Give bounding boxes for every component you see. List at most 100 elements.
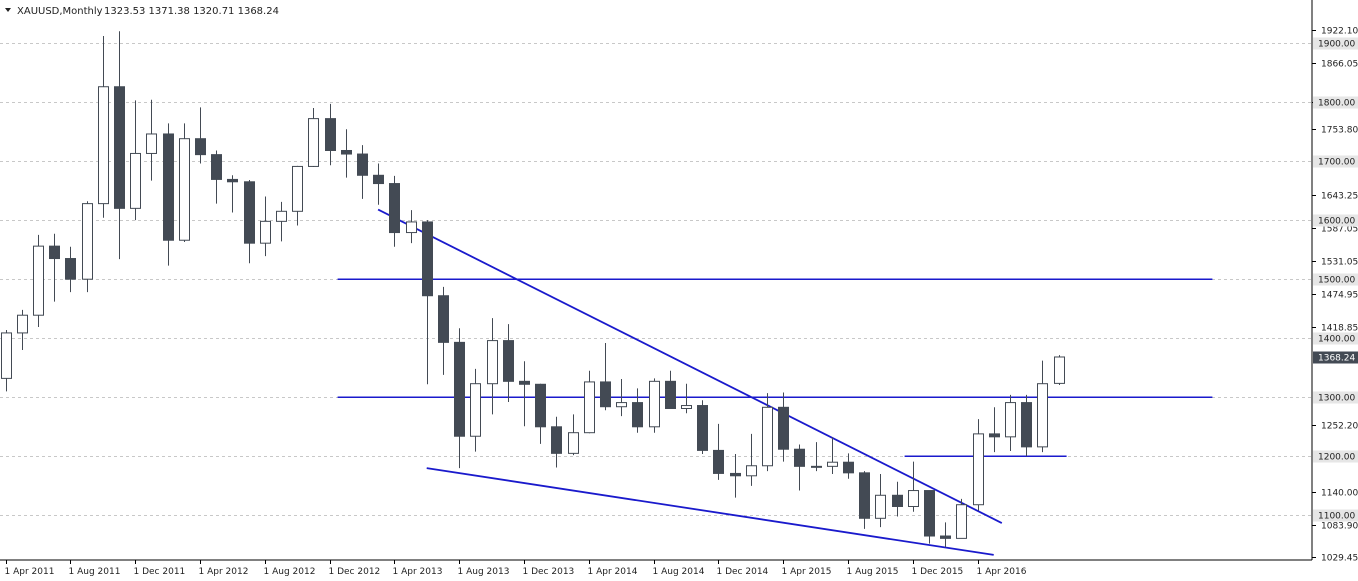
- level-tag-label: 1200.00: [1318, 453, 1355, 463]
- level-tag-label: 1900.00: [1318, 40, 1355, 50]
- level-tag-label: 1100.00: [1318, 512, 1355, 522]
- candle: [357, 145, 368, 199]
- candle-body: [98, 86, 109, 205]
- candle-body: [973, 433, 984, 506]
- level-tag: [1313, 450, 1358, 463]
- time-tick-label: 1 Aug 2015: [847, 567, 899, 577]
- candle: [551, 416, 562, 468]
- candle-body: [422, 221, 433, 297]
- candle: [325, 103, 336, 166]
- candle: [827, 437, 838, 475]
- candle-body: [1037, 383, 1048, 448]
- price-tick-label: 1418.85: [1321, 324, 1358, 334]
- level-tag-label: 1600.00: [1318, 217, 1355, 227]
- candle-body: [794, 448, 805, 467]
- candle-body: [146, 133, 157, 154]
- candle-body: [1005, 402, 1016, 438]
- candle-body: [568, 432, 579, 454]
- price-tick-label: 1643.25: [1321, 192, 1358, 202]
- candle: [49, 233, 60, 302]
- candle-body: [1021, 402, 1032, 448]
- price-tick-label: 1587.05: [1321, 225, 1358, 235]
- candle-body: [924, 490, 935, 537]
- candle: [811, 442, 822, 472]
- candle: [616, 378, 627, 417]
- trendline-lower: [426, 467, 994, 556]
- candle: [470, 368, 481, 452]
- candle-body: [308, 118, 319, 167]
- candle: [762, 393, 773, 472]
- candle-body: [227, 178, 238, 183]
- price-tick-label: 1753.80: [1321, 126, 1358, 136]
- candle: [875, 474, 886, 528]
- time-tick-label: 1 Apr 2014: [588, 567, 638, 577]
- time-tick-label: 1 Apr 2012: [199, 567, 249, 577]
- candle-body: [438, 295, 449, 343]
- candle: [1021, 394, 1032, 457]
- candle-body: [503, 340, 514, 382]
- candle: [114, 31, 125, 260]
- candle: [260, 196, 271, 257]
- candle-body: [17, 314, 28, 334]
- candle: [1054, 355, 1065, 386]
- horizontal-levels: [337, 278, 1213, 458]
- time-tick-label: 1 Dec 2015: [912, 567, 964, 577]
- candle: [584, 370, 595, 434]
- level-tag-label: 1400.00: [1318, 335, 1355, 345]
- candle: [227, 175, 238, 213]
- level-tag: [1313, 214, 1358, 227]
- time-tick-label: 1 Dec 2014: [717, 567, 769, 577]
- candle-body: [33, 245, 44, 316]
- candle-body: [292, 165, 303, 212]
- candle-body: [665, 380, 676, 409]
- time-tick-label: 1 Apr 2015: [782, 567, 832, 577]
- candle-body: [697, 405, 708, 451]
- candle: [859, 471, 870, 529]
- candle-body: [179, 138, 190, 241]
- candle-body: [811, 465, 822, 468]
- candle-body: [616, 402, 627, 408]
- candle: [892, 481, 903, 517]
- candle: [746, 433, 757, 486]
- candle: [843, 453, 854, 479]
- candle-body: [65, 258, 76, 280]
- candle-body: [584, 381, 595, 434]
- triangle-down-icon[interactable]: [5, 8, 11, 12]
- current-price-tag: [1313, 351, 1358, 364]
- candle: [730, 453, 741, 498]
- candle: [17, 309, 28, 351]
- candle: [179, 123, 190, 243]
- candle-body: [956, 504, 967, 539]
- candle-body: [746, 465, 757, 477]
- candle: [956, 498, 967, 539]
- level-tag-label: 1700.00: [1318, 158, 1355, 168]
- candle: [211, 150, 222, 204]
- candle: [535, 383, 546, 444]
- candles: [1, 31, 1065, 548]
- candle: [632, 388, 643, 433]
- candle: [665, 370, 676, 409]
- candle: [713, 423, 724, 480]
- candle: [1, 329, 12, 392]
- candle: [389, 175, 400, 247]
- candle-body: [49, 245, 60, 260]
- candle: [373, 163, 384, 205]
- candle: [276, 201, 287, 242]
- candle: [697, 400, 708, 454]
- candle: [130, 100, 141, 221]
- time-tick-label: 1 Dec 2011: [134, 567, 186, 577]
- trendlines: [377, 208, 1003, 556]
- candle: [778, 392, 789, 462]
- candle: [649, 378, 660, 433]
- candle-body: [114, 86, 125, 209]
- time-tick-label: 1 Aug 2011: [69, 567, 121, 577]
- candle-body: [163, 133, 174, 241]
- candle-body: [325, 118, 336, 151]
- candle-body: [859, 472, 870, 519]
- price-tick-label: 1029.45: [1321, 554, 1358, 564]
- candle-body: [276, 210, 287, 222]
- candle-body: [82, 203, 93, 280]
- time-tick-label: 1 Apr 2013: [393, 567, 443, 577]
